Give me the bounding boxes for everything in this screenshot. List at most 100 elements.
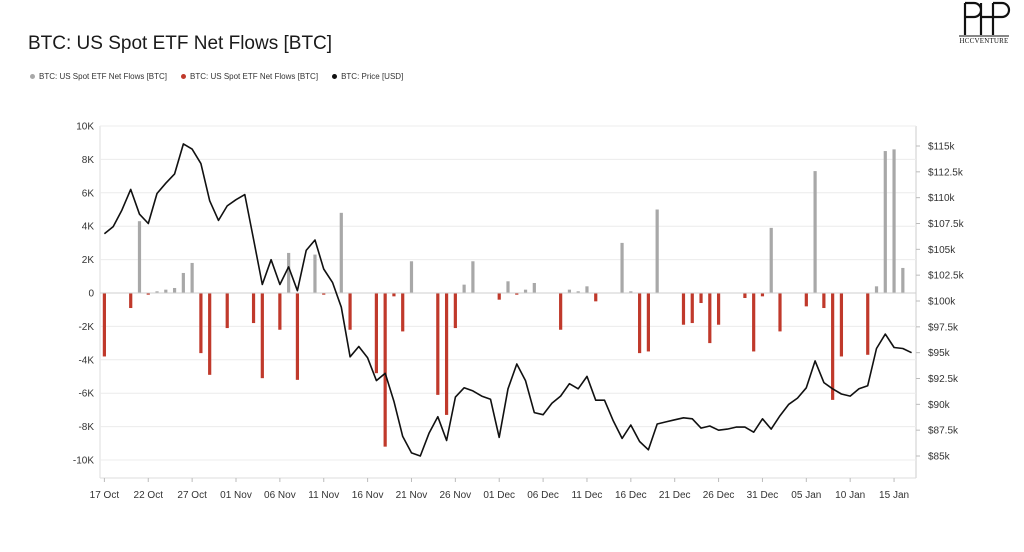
y-right-tick-label: $92.5k — [928, 374, 959, 385]
bar-inflow — [655, 209, 659, 293]
bar-outflow — [743, 293, 747, 299]
bar-outflow — [260, 293, 264, 379]
bar-outflow — [831, 293, 835, 400]
bar-outflow — [102, 293, 106, 357]
bar-outflow — [804, 293, 808, 307]
x-tick-label: 21 Nov — [396, 490, 428, 501]
bar-outflow — [444, 293, 449, 415]
legend-swatch-gray — [30, 74, 35, 79]
bar-outflow — [348, 293, 352, 330]
x-tick-label: 11 Nov — [308, 490, 339, 501]
chart-title: BTC: US Spot ETF Net Flows [BTC] — [28, 33, 333, 54]
bar-inflow — [532, 282, 536, 293]
bar-outflow — [295, 293, 300, 380]
x-tick-label: 16 Nov — [352, 490, 384, 501]
bar-outflow — [383, 293, 387, 447]
bar-inflow — [181, 272, 185, 293]
legend-label: BTC: US Spot ETF Net Flows [BTC] — [39, 72, 168, 81]
bar-inflow — [506, 281, 510, 293]
y-right-tick-label: $105k — [928, 245, 956, 256]
legend-item-positive-flows[interactable]: BTC: US Spot ETF Net Flows [BTC] — [30, 72, 167, 81]
logo-text: HCCVENTURE — [959, 37, 1009, 45]
bar-inflow — [576, 291, 580, 293]
y-right-tick-label: $87.5k — [928, 426, 959, 437]
bar-inflow — [769, 227, 773, 293]
y-right-tick-label: $97.5k — [928, 322, 959, 333]
bar-outflow — [436, 293, 440, 395]
bar-outflow — [401, 293, 405, 332]
x-tick-label: 16 Dec — [615, 490, 647, 501]
bar-outflow — [251, 293, 256, 324]
bar-inflow — [339, 212, 343, 293]
bar-inflow — [137, 221, 142, 293]
bar-outflow — [374, 293, 378, 374]
x-tick-label: 05 Jan — [791, 490, 821, 501]
bar-outflow — [146, 293, 150, 295]
bar-outflow — [199, 293, 203, 354]
bar-inflow — [313, 254, 317, 293]
bar-outflow — [681, 293, 686, 325]
bar-outflow — [225, 293, 229, 329]
bar-outflow — [497, 293, 501, 300]
legend-label: BTC: Price [USD] — [341, 72, 404, 81]
bar-outflow — [322, 293, 326, 295]
bar-inflow — [155, 291, 159, 293]
y-left-tick-label: 6K — [82, 188, 95, 199]
bar-outflow — [594, 293, 598, 302]
bar-inflow — [462, 284, 466, 293]
bar-inflow — [172, 287, 177, 293]
legend-label: BTC: US Spot ETF Net Flows [BTC] — [190, 72, 319, 81]
bar-inflow — [883, 151, 887, 293]
y-right-tick-label: $100k — [928, 297, 956, 308]
y-left-tick-label: 10K — [76, 122, 94, 133]
x-tick-label: 27 Oct — [177, 490, 207, 501]
bar-inflow — [892, 149, 896, 293]
y-left-tick-label: -8K — [78, 422, 94, 433]
bar-outflow — [708, 293, 712, 344]
bar-outflow — [638, 293, 642, 354]
y-left-tick-label: -4K — [78, 355, 94, 366]
bar-outflow — [392, 293, 396, 297]
legend-swatch-black — [332, 74, 338, 79]
y-right-tick-label: $85k — [928, 452, 951, 463]
bar-inflow — [471, 261, 475, 293]
bar-inflow — [523, 289, 528, 293]
bar-inflow — [567, 289, 572, 293]
y-right-tick-label: $110k — [928, 193, 956, 204]
bar-outflow — [453, 293, 457, 329]
y-right-tick-label: $95k — [928, 348, 951, 359]
x-tick-label: 11 Dec — [571, 490, 602, 501]
legend-item-negative-flows[interactable]: BTC: US Spot ETF Net Flows [BTC] — [181, 72, 318, 81]
x-tick-label: 26 Dec — [703, 490, 735, 501]
bar-inflow — [190, 262, 194, 293]
x-tick-label: 26 Nov — [440, 490, 472, 501]
bar-inflow — [620, 242, 624, 293]
y-left-tick-label: 2K — [82, 255, 95, 266]
y-right-tick-label: $90k — [928, 400, 951, 411]
legend-swatch-red — [181, 74, 187, 79]
bar-outflow — [699, 293, 703, 304]
bar-outflow — [866, 293, 870, 355]
bar-outflow — [822, 293, 826, 309]
y-left-tick-label: 8K — [82, 155, 95, 166]
bar-outflow — [716, 293, 721, 325]
x-tick-label: 31 Dec — [747, 490, 779, 501]
y-right-tick-label: $107.5k — [928, 219, 965, 230]
y-right-tick-label: $112.5k — [928, 167, 964, 178]
x-tick-label: 22 Oct — [134, 490, 164, 501]
bar-outflow — [839, 293, 844, 357]
chart-legend: BTC: US Spot ETF Net Flows [BTC] BTC: US… — [30, 72, 403, 81]
bar-inflow — [901, 267, 905, 293]
bar-inflow — [585, 286, 589, 293]
y-left-tick-label: -2K — [78, 322, 94, 333]
x-tick-label: 21 Dec — [659, 490, 691, 501]
bar-outflow — [760, 293, 765, 297]
legend-item-price[interactable]: BTC: Price [USD] — [332, 72, 403, 81]
bar-outflow — [778, 293, 782, 332]
x-tick-label: 17 Oct — [90, 490, 120, 501]
bar-outflow — [515, 293, 519, 295]
bar-inflow — [164, 289, 168, 293]
bar-outflow — [690, 293, 694, 324]
x-tick-label: 15 Jan — [879, 490, 909, 501]
